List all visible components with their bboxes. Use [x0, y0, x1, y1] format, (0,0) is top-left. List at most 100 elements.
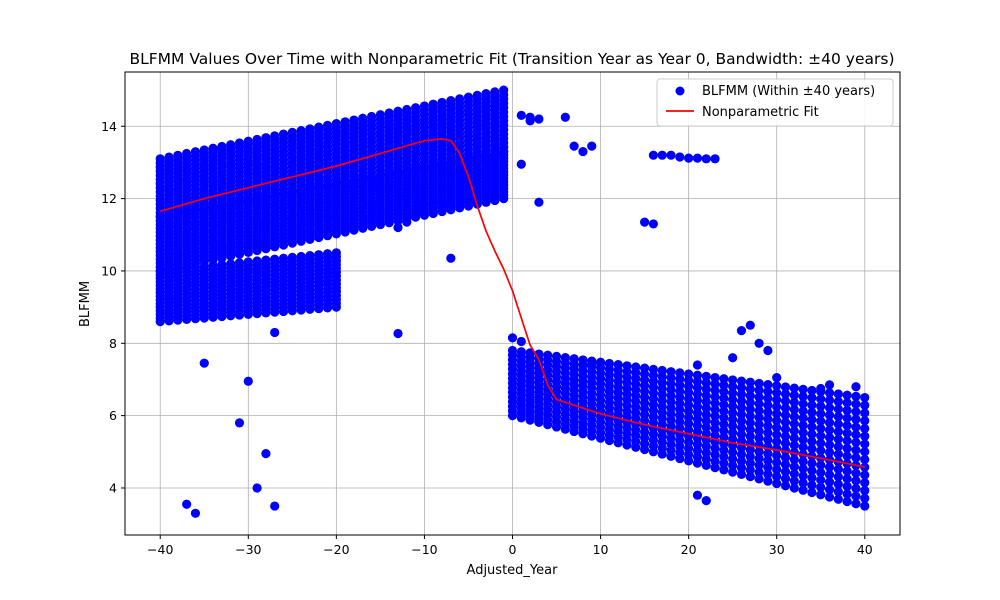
scatter-point: [472, 90, 482, 100]
x-tick-label: 10: [593, 542, 609, 557]
scatter-point: [569, 354, 579, 364]
scatter-point: [763, 380, 773, 390]
legend-label-scatter: BLFMM (Within ±40 years): [702, 84, 875, 99]
scatter-point: [860, 431, 870, 441]
scatter-point: [754, 460, 764, 470]
scatter-point: [824, 418, 835, 428]
scatter-point: [499, 146, 509, 157]
scatter-point: [587, 358, 597, 368]
scatter-point: [270, 327, 280, 338]
x-tick-label: −10: [411, 542, 437, 557]
scatter-point: [446, 96, 456, 106]
scatter-point: [411, 163, 421, 173]
scatter-point: [648, 150, 659, 160]
scatter-point: [816, 460, 826, 470]
scatter-point: [393, 167, 403, 177]
scatter-point: [728, 460, 738, 471]
scatter-point: [772, 478, 782, 489]
scatter-point: [807, 480, 817, 490]
scatter-point: [331, 178, 341, 188]
scatter-point: [499, 85, 509, 95]
scatter-point: [270, 131, 280, 141]
scatter-point: [622, 361, 632, 371]
scatter-point: [833, 494, 843, 504]
scatter-point: [736, 396, 747, 406]
scatter-point: [366, 111, 377, 122]
scatter-point: [807, 385, 817, 396]
scatter-point: [208, 143, 218, 153]
scatter-point: [182, 499, 192, 509]
scatter-point: [305, 250, 315, 261]
scatter-point: [261, 133, 271, 143]
scatter-point: [780, 396, 791, 406]
scatter-point: [780, 467, 791, 477]
scatter-point: [234, 418, 245, 428]
scatter-point: [736, 326, 747, 336]
scatter-point: [798, 471, 808, 481]
scatter-point: [824, 380, 835, 390]
scatter-point: [701, 496, 711, 506]
scatter-point: [296, 185, 306, 195]
scatter-point: [666, 150, 676, 160]
scatter-point: [763, 386, 773, 397]
scatter-point: [772, 457, 782, 468]
scatter-point: [842, 474, 852, 484]
scatter-point: [287, 252, 297, 262]
scatter-point: [789, 440, 799, 450]
scatter-point: [252, 256, 262, 266]
scatter-point: [807, 458, 817, 468]
scatter-point: [243, 136, 253, 146]
scatter-point: [728, 408, 738, 418]
scatter-point: [331, 118, 341, 129]
scatter-point: [842, 496, 852, 507]
scatter-point: [393, 106, 403, 116]
scatter-point: [314, 182, 324, 192]
scatter-point: [851, 414, 861, 424]
scatter-point: [824, 395, 835, 405]
scatter-point: [278, 129, 289, 139]
y-tick-label: 12: [101, 191, 117, 206]
scatter-point: [824, 484, 835, 495]
scatter-point: [314, 122, 324, 132]
scatter-point: [824, 492, 835, 502]
scatter-point: [728, 447, 738, 457]
scatter-point: [860, 478, 870, 488]
scatter-point: [842, 443, 852, 453]
scatter-point: [833, 479, 843, 489]
scatter-point: [490, 148, 500, 158]
scatter-point: [851, 476, 861, 486]
scatter-point: [305, 183, 315, 193]
y-tick-label: 14: [101, 119, 117, 134]
scatter-point: [402, 165, 412, 175]
scatter-point: [754, 474, 764, 484]
scatter-point: [860, 423, 870, 434]
scatter-point: [851, 437, 861, 448]
scatter-point: [692, 370, 703, 380]
scatter-point: [190, 262, 201, 272]
scatter-point: [701, 460, 711, 470]
scatter-point: [701, 397, 711, 407]
scatter-point: [842, 451, 852, 461]
scatter-point: [252, 134, 262, 145]
scatter-point: [719, 387, 729, 397]
scatter-point: [772, 388, 782, 398]
scatter-point: [719, 465, 729, 475]
scatter-point: [692, 360, 703, 370]
scatter-point: [243, 376, 253, 386]
scatter-point: [754, 406, 764, 416]
scatter-point: [807, 444, 817, 454]
scatter-point: [710, 411, 720, 421]
scatter-point: [261, 192, 271, 202]
legend-marker-scatter: [675, 86, 685, 96]
scatter-point: [701, 416, 711, 426]
scatter-point: [745, 451, 755, 462]
scatter-point: [842, 405, 852, 415]
scatter-point: [807, 400, 817, 410]
scatter-point: [833, 411, 843, 422]
scatter-point: [516, 347, 526, 357]
fit-line-series: [159, 138, 865, 468]
y-tick-label: 4: [109, 480, 117, 495]
scatter-point: [728, 375, 738, 385]
scatter-point: [798, 478, 808, 488]
scatter-point: [252, 483, 262, 493]
